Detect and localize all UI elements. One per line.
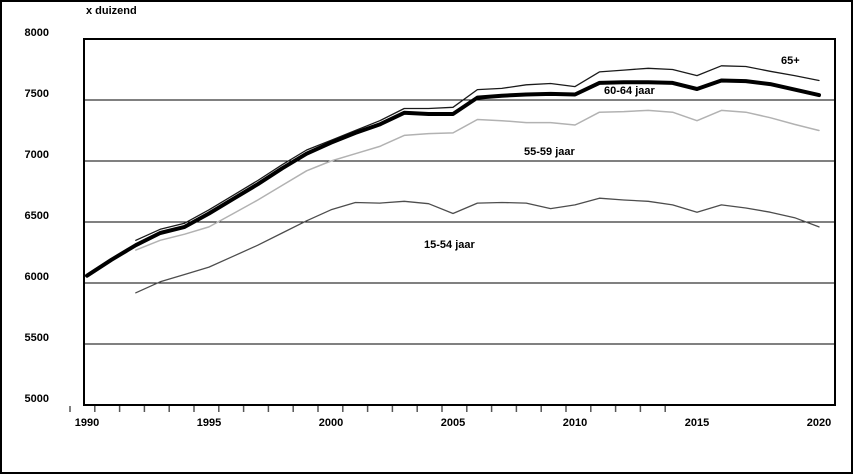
x-axis-tick-label-2015: 2015: [684, 417, 710, 429]
y-axis-tick-label-5500: 5500: [24, 332, 49, 344]
series-line-60-64: [85, 78, 821, 278]
y-axis-tick-label-6000: 6000: [24, 271, 49, 283]
x-axis-tick-label-2010: 2010: [562, 417, 588, 429]
series-line-65plus: [135, 65, 820, 241]
x-axis-tick-label-2000: 2000: [318, 417, 344, 429]
y-axis-tick-label-6500: 6500: [24, 210, 49, 222]
series-label-55-59: 55-59 jaar: [524, 146, 575, 158]
x-axis-tick-label-2020: 2020: [806, 417, 832, 429]
chart-unit-label: x duizend: [86, 5, 137, 17]
x-axis-tick-label-1995: 1995: [196, 417, 222, 429]
series-label-65plus: 65+: [781, 55, 800, 67]
y-axis-tick-label-8000: 8000: [24, 27, 49, 39]
x-axis-tick-label-1990: 1990: [74, 417, 100, 429]
y-axis-tick-label-7000: 7000: [24, 149, 49, 161]
series-label-60-64: 60-64 jaar: [604, 85, 655, 97]
x-axis-tick-label-2005: 2005: [440, 417, 466, 429]
series-line-15-54: [135, 197, 820, 294]
series-label-15-54: 15-54 jaar: [424, 239, 475, 251]
y-axis-tick-label-5000: 5000: [24, 393, 49, 405]
plot-border: [83, 38, 836, 406]
y-axis-tick-label-7500: 7500: [24, 88, 49, 100]
series-line-55-59: [135, 109, 820, 251]
